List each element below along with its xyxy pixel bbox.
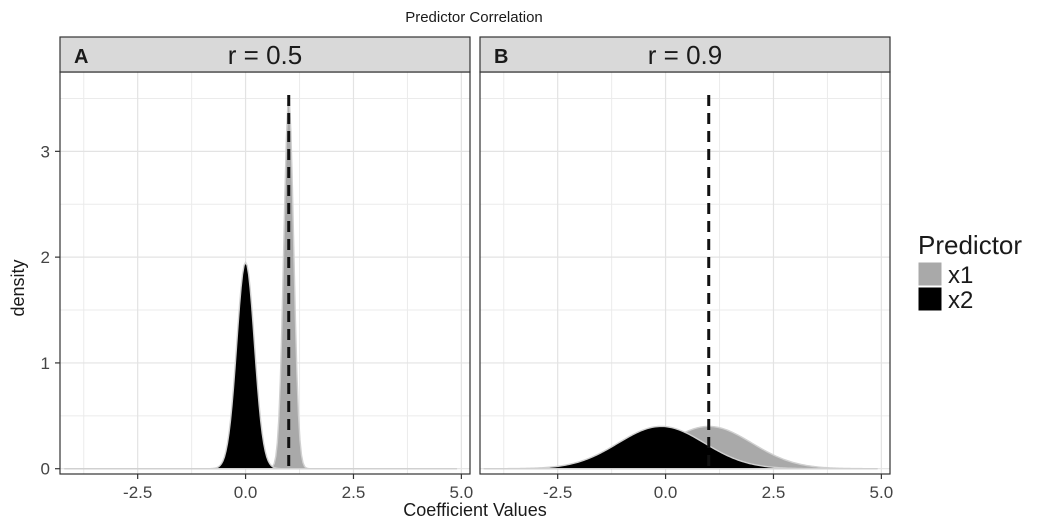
plot-area bbox=[60, 72, 470, 474]
y-tick-label: 0 bbox=[41, 460, 50, 479]
strip-label: r = 0.5 bbox=[228, 40, 302, 70]
legend: Predictor x1 x2 bbox=[917, 230, 1022, 314]
legend-label-x2: x2 bbox=[948, 287, 973, 314]
strip-label: r = 0.9 bbox=[648, 40, 722, 70]
facet-strip bbox=[59, 36, 471, 73]
legend-title: Predictor bbox=[918, 230, 1022, 260]
plot-area bbox=[480, 72, 890, 474]
legend-swatch-x2 bbox=[917, 286, 943, 312]
y-axis-title: density bbox=[8, 259, 28, 316]
x-tick-label: 2.5 bbox=[762, 483, 786, 502]
figure-title: Predictor Correlation bbox=[405, 9, 543, 26]
x-tick-label: 0.0 bbox=[654, 483, 678, 502]
y-tick-label: 2 bbox=[41, 248, 50, 267]
x-axis-title: Coefficient Values bbox=[403, 500, 546, 520]
panel-tag: B bbox=[494, 46, 508, 68]
y-tick-label: 3 bbox=[41, 142, 50, 161]
density-area-x2 bbox=[483, 425, 878, 470]
x-tick-label: -2.5 bbox=[543, 483, 572, 502]
facet-strip bbox=[479, 36, 891, 73]
x-tick-label: -2.5 bbox=[123, 483, 152, 502]
y-tick-label: 1 bbox=[41, 354, 50, 373]
x-tick-label: 2.5 bbox=[342, 483, 366, 502]
x-tick-label: 0.0 bbox=[234, 483, 258, 502]
legend-label-x1: x1 bbox=[948, 262, 973, 289]
panel-tag: A bbox=[74, 46, 88, 68]
x-tick-label: 5.0 bbox=[870, 483, 894, 502]
density-area-x2 bbox=[64, 260, 458, 470]
legend-swatch-x1 bbox=[917, 261, 943, 287]
x-tick-label: 5.0 bbox=[450, 483, 474, 502]
